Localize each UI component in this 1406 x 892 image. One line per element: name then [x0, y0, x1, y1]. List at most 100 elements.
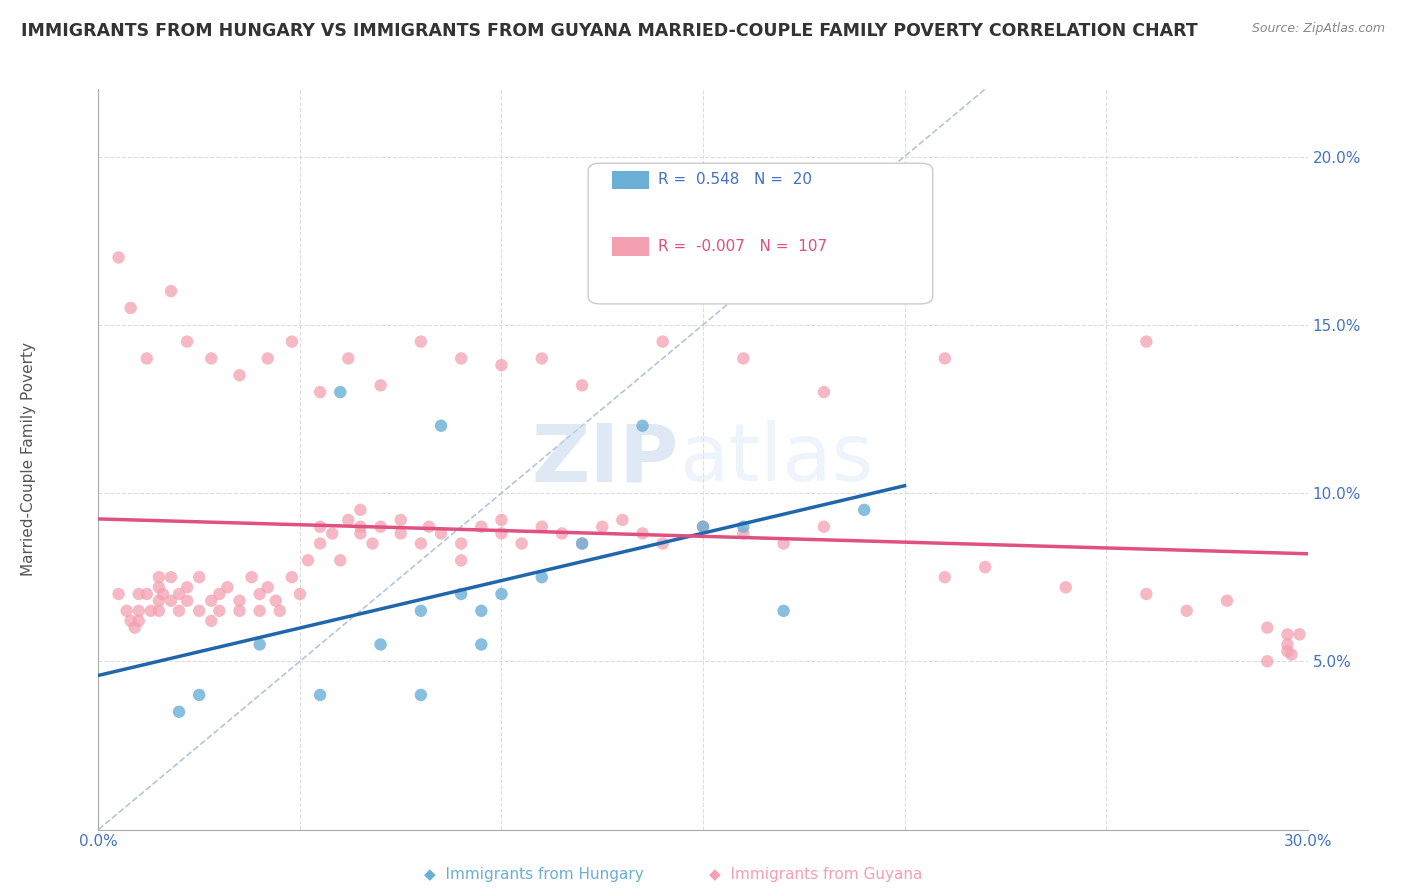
Point	[612, 513, 634, 527]
Y-axis label: Married-Couple Family Poverty: Married-Couple Family Poverty	[21, 343, 37, 576]
Point	[530, 570, 553, 584]
Point	[281, 334, 304, 349]
Point	[128, 587, 150, 601]
Point	[370, 637, 392, 651]
Point	[188, 570, 211, 584]
Point	[813, 519, 835, 533]
Point	[309, 536, 332, 550]
Point	[491, 526, 513, 541]
Point	[470, 637, 492, 651]
Point	[692, 519, 714, 533]
Point	[240, 570, 263, 584]
Point	[176, 593, 198, 607]
Point	[124, 621, 146, 635]
Point	[389, 526, 412, 541]
Text: ZIP: ZIP	[531, 420, 679, 499]
Point	[409, 688, 432, 702]
Text: atlas: atlas	[679, 420, 873, 499]
Point	[733, 519, 755, 533]
Point	[148, 570, 170, 584]
Text: Source: ZipAtlas.com: Source: ZipAtlas.com	[1251, 22, 1385, 36]
Point	[135, 351, 157, 366]
Point	[530, 351, 553, 366]
Point	[530, 519, 553, 533]
Text: ◆  Immigrants from Guyana: ◆ Immigrants from Guyana	[709, 867, 922, 881]
Point	[264, 593, 287, 607]
Point	[115, 604, 138, 618]
Point	[329, 553, 352, 567]
Point	[409, 334, 432, 349]
FancyBboxPatch shape	[588, 163, 932, 304]
FancyBboxPatch shape	[613, 237, 648, 256]
Point	[733, 351, 755, 366]
Point	[288, 587, 311, 601]
Point	[370, 519, 392, 533]
Point	[160, 570, 183, 584]
Point	[349, 526, 371, 541]
Point	[349, 519, 371, 533]
Point	[217, 580, 239, 594]
FancyBboxPatch shape	[613, 170, 648, 189]
Point	[249, 604, 271, 618]
Point	[139, 604, 162, 618]
Point	[389, 513, 412, 527]
Point	[176, 580, 198, 594]
Point	[1256, 621, 1278, 635]
Point	[160, 284, 183, 298]
Point	[269, 604, 291, 618]
Point	[160, 593, 183, 607]
Point	[450, 553, 472, 567]
Point	[571, 536, 593, 550]
Point	[934, 351, 956, 366]
Point	[167, 587, 190, 601]
Point	[409, 604, 432, 618]
Point	[321, 526, 343, 541]
Point	[128, 604, 150, 618]
Point	[148, 580, 170, 594]
Point	[176, 334, 198, 349]
Point	[309, 688, 332, 702]
Point	[200, 593, 222, 607]
Point	[361, 536, 384, 550]
Point	[249, 587, 271, 601]
Point	[309, 385, 332, 400]
Point	[208, 587, 231, 601]
Point	[1054, 580, 1077, 594]
Point	[249, 637, 271, 651]
Point	[853, 503, 876, 517]
Point	[631, 526, 654, 541]
Point	[281, 570, 304, 584]
Text: R =  0.548   N =  20: R = 0.548 N = 20	[658, 172, 813, 187]
Point	[418, 519, 440, 533]
Point	[1277, 627, 1299, 641]
Point	[491, 587, 513, 601]
Point	[772, 604, 794, 618]
Point	[188, 688, 211, 702]
Point	[370, 378, 392, 392]
Point	[128, 614, 150, 628]
Point	[1175, 604, 1198, 618]
Text: IMMIGRANTS FROM HUNGARY VS IMMIGRANTS FROM GUYANA MARRIED-COUPLE FAMILY POVERTY : IMMIGRANTS FROM HUNGARY VS IMMIGRANTS FR…	[21, 22, 1198, 40]
Point	[297, 553, 319, 567]
Point	[651, 536, 673, 550]
Point	[148, 604, 170, 618]
Point	[1135, 334, 1157, 349]
Point	[337, 351, 360, 366]
Point	[571, 536, 593, 550]
Point	[430, 418, 453, 433]
Point	[228, 604, 250, 618]
Point	[571, 378, 593, 392]
Point	[974, 560, 997, 574]
Point	[1277, 644, 1299, 658]
Point	[692, 519, 714, 533]
Point	[228, 593, 250, 607]
Point	[450, 351, 472, 366]
Point	[813, 385, 835, 400]
Point	[337, 513, 360, 527]
Point	[651, 334, 673, 349]
Point	[200, 351, 222, 366]
Point	[167, 705, 190, 719]
Point	[1288, 627, 1310, 641]
Point	[733, 526, 755, 541]
Point	[167, 604, 190, 618]
